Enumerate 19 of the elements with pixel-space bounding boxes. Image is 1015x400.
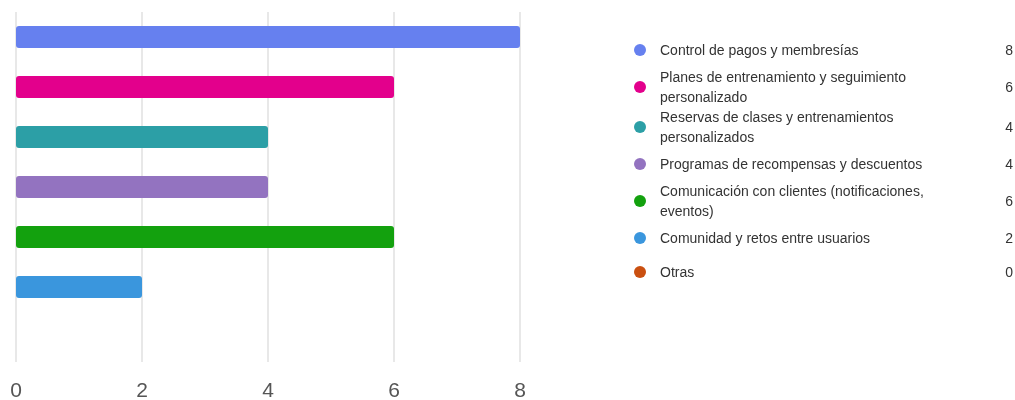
legend-label: Planes de entrenamiento y seguimiento personalizado bbox=[660, 68, 907, 107]
legend-label: Reservas de clases y entrenamientos personalizados bbox=[660, 108, 895, 147]
text: 0 bbox=[1004, 263, 1013, 282]
x-tick-label: 0 bbox=[10, 377, 22, 400]
legend-label: Programas de recompensas y descuentos bbox=[660, 155, 924, 174]
text: 6 bbox=[1004, 78, 1013, 97]
text: 4 bbox=[1004, 155, 1013, 174]
legend-label: Comunidad y retos entre usuarios bbox=[660, 229, 872, 248]
text: 6 bbox=[1004, 192, 1013, 211]
x-tick-label: 4 bbox=[262, 377, 275, 400]
x-tick-label: 2 bbox=[136, 377, 148, 400]
legend-label: Otras bbox=[660, 263, 696, 282]
text: 2 bbox=[1004, 229, 1013, 248]
text: 4 bbox=[1004, 118, 1013, 137]
text: 8 bbox=[1004, 41, 1013, 60]
x-tick-label: 6 bbox=[388, 377, 400, 400]
legend-label: Comunicación con clientes (notificaciones, eventos) bbox=[660, 182, 925, 221]
x-tick-label: 8 bbox=[514, 377, 526, 400]
legend-label: Control de pagos y membresías bbox=[660, 41, 860, 60]
